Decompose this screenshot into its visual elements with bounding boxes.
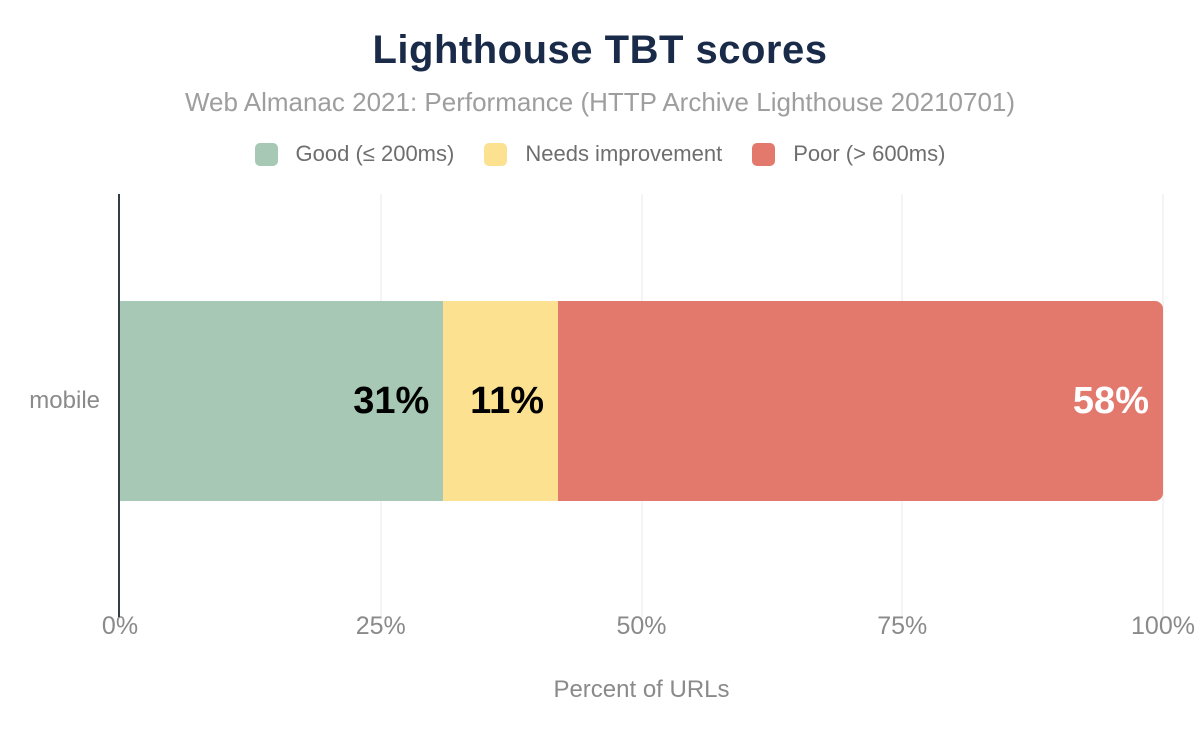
legend: Good (≤ 200ms) Needs improvement Poor (>… <box>0 141 1200 167</box>
gridline-100 <box>1162 194 1164 617</box>
bar-segment-poor[interactable]: 58% <box>558 301 1163 501</box>
bar-mobile: 31% 11% 58% <box>120 301 1163 501</box>
legend-label-needs-improvement: Needs improvement <box>525 141 723 166</box>
legend-label-good: Good (≤ 200ms) <box>295 141 455 166</box>
segment-label-good: 31% <box>353 379 430 422</box>
chart-subtitle: Web Almanac 2021: Performance (HTTP Arch… <box>184 87 1016 117</box>
x-tick-label-0: 0% <box>101 612 139 640</box>
y-category-label-mobile: mobile <box>29 387 100 414</box>
y-axis-line <box>118 194 120 617</box>
legend-swatch-needs-improvement-icon <box>484 142 508 166</box>
legend-item-good[interactable]: Good (≤ 200ms) <box>254 141 455 167</box>
x-axis-ticks: 0% 25% 50% 75% 100% <box>102 612 1195 642</box>
x-tick-label-75: 75% <box>877 612 928 640</box>
bar-segment-good[interactable]: 31% <box>120 301 444 501</box>
x-tick-label-100: 100% <box>1131 612 1195 640</box>
legend-label-poor: Poor (> 600ms) <box>793 141 946 166</box>
bar-segment-needs-improvement[interactable]: 11% <box>443 301 559 501</box>
legend-swatch-poor-icon <box>752 142 776 166</box>
chart-title: Lighthouse TBT scores <box>372 28 828 72</box>
segment-label-poor: 58% <box>1072 379 1149 422</box>
segment-label-needs-improvement: 11% <box>470 379 545 422</box>
legend-swatch-good-icon <box>254 142 278 166</box>
x-tick-label-25: 25% <box>355 612 406 640</box>
legend-item-needs-improvement[interactable]: Needs improvement <box>484 141 722 167</box>
legend-item-poor[interactable]: Poor (> 600ms) <box>752 141 945 167</box>
x-axis-title: Percent of URLs <box>553 676 730 703</box>
plot-area: 31% 11% 58% <box>118 194 1164 617</box>
x-tick-label-50: 50% <box>616 612 667 640</box>
